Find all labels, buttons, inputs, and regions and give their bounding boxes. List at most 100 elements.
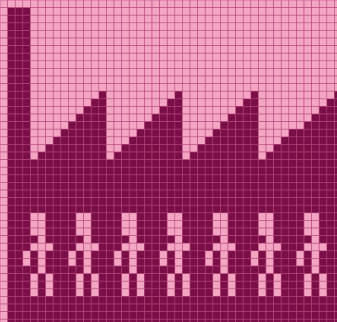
stitch-light	[45, 288, 54, 297]
stitch-dark	[227, 182, 236, 191]
stitch-light	[174, 265, 183, 274]
stitch-light	[296, 52, 305, 62]
stitch-dark	[189, 280, 198, 290]
stitch-dark	[227, 144, 236, 153]
stitch-dark	[121, 296, 130, 305]
stitch-dark	[296, 296, 305, 305]
stitch-light	[204, 37, 214, 46]
stitch-dark	[90, 212, 100, 221]
stitch-dark	[60, 144, 69, 153]
stitch-light	[45, 7, 54, 16]
stitch-light	[68, 90, 77, 100]
stitch-light	[121, 37, 130, 46]
stitch-light	[212, 75, 221, 84]
stitch-light	[106, 128, 115, 138]
stitch-light	[0, 90, 8, 100]
stitch-light	[83, 83, 92, 92]
stitch-light	[106, 22, 115, 31]
stitch-light	[151, 30, 160, 39]
stitch-dark	[22, 113, 31, 122]
stitch-dark	[265, 182, 274, 191]
stitch-dark	[159, 212, 168, 221]
stitch-dark	[136, 174, 145, 183]
stitch-dark	[288, 242, 297, 252]
stitch-dark	[326, 258, 335, 267]
stitch-light	[113, 258, 122, 267]
stitch-dark	[52, 220, 62, 229]
stitch-light	[98, 37, 107, 46]
stitch-light	[258, 106, 267, 115]
stitch-dark	[136, 311, 145, 320]
stitch-light	[242, 30, 252, 39]
stitch-light	[144, 83, 153, 92]
stitch-dark	[22, 220, 31, 229]
stitch-light	[52, 60, 62, 69]
stitch-light	[227, 106, 236, 115]
stitch-dark	[296, 182, 305, 191]
stitch-dark	[7, 166, 16, 176]
stitch-dark	[90, 144, 100, 153]
stitch-light	[227, 75, 236, 84]
stitch-dark	[174, 98, 183, 107]
stitch-light	[60, 7, 69, 16]
stitch-light	[288, 45, 297, 54]
stitch-light	[60, 106, 69, 115]
stitch-light	[0, 83, 8, 92]
stitch-light	[265, 30, 274, 39]
stitch-dark	[220, 189, 229, 198]
stitch-light	[83, 14, 92, 24]
stitch-light	[128, 250, 138, 259]
stitch-dark	[280, 204, 290, 214]
stitch-dark	[303, 174, 312, 183]
stitch-dark	[144, 288, 153, 297]
stitch-light	[174, 0, 183, 8]
stitch-light	[159, 250, 168, 259]
stitch-light	[30, 30, 39, 39]
stitch-dark	[326, 106, 335, 115]
stitch-light	[242, 37, 252, 46]
stitch-light	[258, 98, 267, 107]
stitch-dark	[159, 136, 168, 145]
stitch-light	[220, 90, 229, 100]
stitch-light	[296, 30, 305, 39]
stitch-dark	[227, 311, 236, 320]
stitch-dark	[98, 318, 107, 322]
stitch-dark	[265, 189, 274, 198]
stitch-dark	[212, 197, 221, 206]
stitch-light	[326, 68, 335, 77]
stitch-light	[204, 7, 214, 16]
stitch-dark	[197, 235, 206, 244]
stitch-dark	[83, 121, 92, 130]
stitch-light	[0, 189, 8, 198]
stitch-light	[52, 83, 62, 92]
stitch-dark	[159, 220, 168, 229]
stitch-dark	[318, 197, 328, 206]
stitch-dark	[174, 106, 183, 115]
stitch-dark	[318, 106, 328, 115]
stitch-light	[212, 30, 221, 39]
stitch-light	[265, 128, 274, 138]
stitch-dark	[326, 121, 335, 130]
stitch-light	[128, 75, 138, 84]
stitch-light	[197, 128, 206, 138]
stitch-dark	[45, 166, 54, 176]
stitch-light	[318, 22, 328, 31]
stitch-dark	[296, 212, 305, 221]
stitch-dark	[113, 265, 122, 274]
stitch-dark	[326, 189, 335, 198]
stitch-light	[159, 45, 168, 54]
stitch-light	[136, 45, 145, 54]
stitch-dark	[296, 197, 305, 206]
stitch-light	[280, 45, 290, 54]
stitch-dark	[144, 250, 153, 259]
stitch-light	[136, 7, 145, 16]
stitch-light	[0, 151, 8, 160]
stitch-light	[22, 258, 31, 267]
stitch-light	[106, 37, 115, 46]
stitch-dark	[189, 242, 198, 252]
stitch-dark	[121, 166, 130, 176]
stitch-light	[265, 37, 274, 46]
stitch-dark	[159, 182, 168, 191]
stitch-dark	[189, 265, 198, 274]
stitch-dark	[14, 90, 24, 100]
